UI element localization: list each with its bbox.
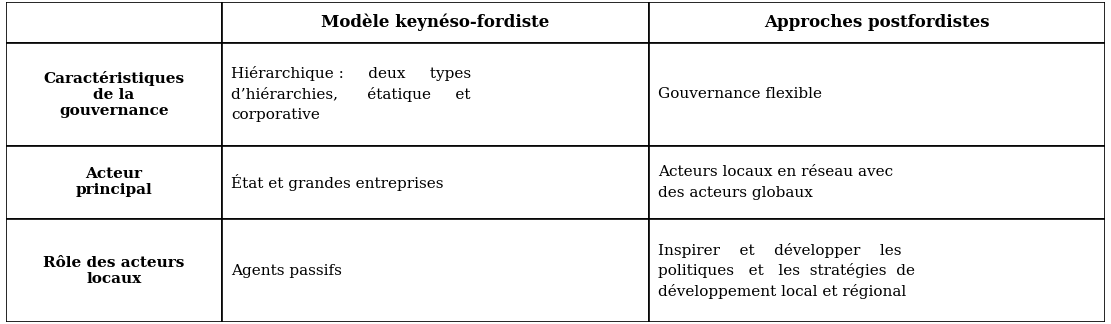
Text: politiques   et   les  stratégies  de: politiques et les stratégies de xyxy=(658,263,914,278)
Text: État et grandes entreprises: État et grandes entreprises xyxy=(231,174,443,191)
Bar xyxy=(649,219,1105,322)
Bar xyxy=(222,145,649,219)
Text: Modèle keynéso-fordiste: Modèle keynéso-fordiste xyxy=(321,14,550,31)
Text: Acteurs locaux en réseau avec: Acteurs locaux en réseau avec xyxy=(658,165,893,179)
Text: Inspirer    et    développer    les: Inspirer et développer les xyxy=(658,243,901,258)
Text: Acteur
principal: Acteur principal xyxy=(76,167,152,197)
Bar xyxy=(649,43,1105,145)
Text: corporative: corporative xyxy=(231,108,320,122)
Bar xyxy=(6,2,222,43)
Bar xyxy=(6,43,222,145)
Text: Hiérarchique :     deux     types: Hiérarchique : deux types xyxy=(231,66,471,81)
Text: Caractéristiques
de la
gouvernance: Caractéristiques de la gouvernance xyxy=(43,71,184,118)
Text: Approches postfordistes: Approches postfordistes xyxy=(764,14,990,31)
Bar xyxy=(6,145,222,219)
Text: Agents passifs: Agents passifs xyxy=(231,264,342,278)
Bar xyxy=(222,2,649,43)
Text: Rôle des acteurs
locaux: Rôle des acteurs locaux xyxy=(43,256,184,286)
Text: des acteurs globaux: des acteurs globaux xyxy=(658,186,812,200)
Text: développement local et régional: développement local et régional xyxy=(658,284,907,299)
Bar xyxy=(6,219,222,322)
Bar xyxy=(649,145,1105,219)
Bar xyxy=(222,43,649,145)
Bar xyxy=(222,219,649,322)
Text: Gouvernance flexible: Gouvernance flexible xyxy=(658,87,822,101)
Text: d’hiérarchies,      étatique     et: d’hiérarchies, étatique et xyxy=(231,87,471,102)
Bar xyxy=(649,2,1105,43)
